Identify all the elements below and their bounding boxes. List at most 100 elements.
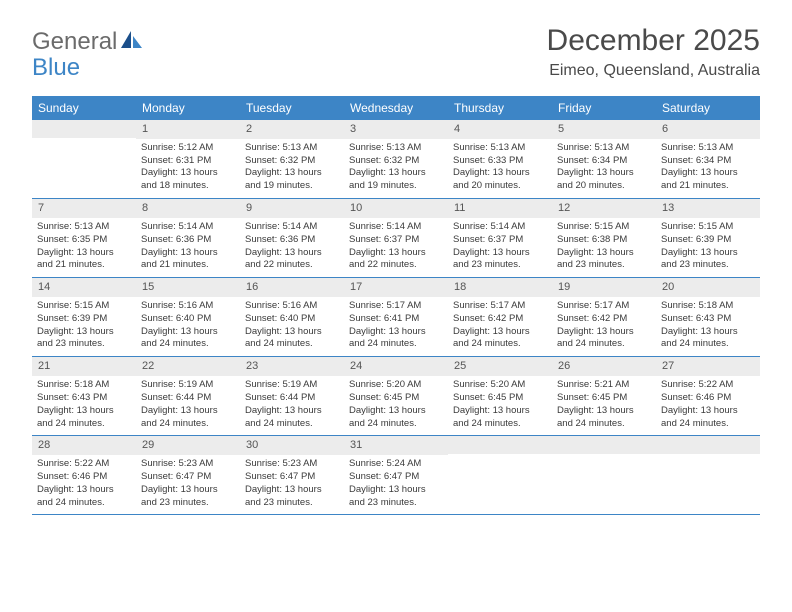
day-number: 20 [656,278,760,297]
week-row: 28Sunrise: 5:22 AMSunset: 6:46 PMDayligh… [32,436,760,515]
day-number: 17 [344,278,448,297]
sunrise-text: Sunrise: 5:19 AM [141,379,235,392]
location: Eimeo, Queensland, Australia [547,62,760,80]
logo-text-general: General [32,28,117,56]
day-content: Sunrise: 5:23 AMSunset: 6:47 PMDaylight:… [240,455,344,514]
sunset-text: Sunset: 6:31 PM [141,155,235,168]
day-number: 12 [552,199,656,218]
day-number: 30 [240,436,344,455]
day-number: 14 [32,278,136,297]
sunset-text: Sunset: 6:45 PM [349,392,443,405]
day-cell: 2Sunrise: 5:13 AMSunset: 6:32 PMDaylight… [240,120,344,198]
day-content: Sunrise: 5:24 AMSunset: 6:47 PMDaylight:… [344,455,448,514]
daylight-text: Daylight: 13 hours and 19 minutes. [349,167,443,193]
sunrise-text: Sunrise: 5:22 AM [661,379,755,392]
header: General December 2025 Eimeo, Queensland,… [32,24,760,80]
day-cell: 23Sunrise: 5:19 AMSunset: 6:44 PMDayligh… [240,357,344,435]
daylight-text: Daylight: 13 hours and 24 minutes. [37,484,131,510]
day-cell [448,436,552,514]
sunset-text: Sunset: 6:37 PM [453,234,547,247]
weeks-container: 1Sunrise: 5:12 AMSunset: 6:31 PMDaylight… [32,120,760,515]
day-cell: 30Sunrise: 5:23 AMSunset: 6:47 PMDayligh… [240,436,344,514]
day-content: Sunrise: 5:23 AMSunset: 6:47 PMDaylight:… [136,455,240,514]
day-number: 26 [552,357,656,376]
sunset-text: Sunset: 6:43 PM [661,313,755,326]
day-cell: 5Sunrise: 5:13 AMSunset: 6:34 PMDaylight… [552,120,656,198]
sunset-text: Sunset: 6:32 PM [245,155,339,168]
sunset-text: Sunset: 6:46 PM [37,471,131,484]
day-cell: 14Sunrise: 5:15 AMSunset: 6:39 PMDayligh… [32,278,136,356]
sunset-text: Sunset: 6:34 PM [557,155,651,168]
day-content: Sunrise: 5:14 AMSunset: 6:36 PMDaylight:… [240,218,344,277]
day-cell: 9Sunrise: 5:14 AMSunset: 6:36 PMDaylight… [240,199,344,277]
day-number: 23 [240,357,344,376]
day-number: 18 [448,278,552,297]
logo: General [32,28,145,56]
weekday-thursday: Thursday [448,96,552,120]
day-content: Sunrise: 5:19 AMSunset: 6:44 PMDaylight:… [240,376,344,435]
daylight-text: Daylight: 13 hours and 24 minutes. [453,405,547,431]
day-content: Sunrise: 5:16 AMSunset: 6:40 PMDaylight:… [240,297,344,356]
day-content: Sunrise: 5:18 AMSunset: 6:43 PMDaylight:… [32,376,136,435]
daylight-text: Daylight: 13 hours and 23 minutes. [661,247,755,273]
day-number: 31 [344,436,448,455]
day-number: 6 [656,120,760,139]
logo-blue-row: Blue [32,54,80,82]
sunset-text: Sunset: 6:47 PM [349,471,443,484]
day-number: 11 [448,199,552,218]
day-cell: 4Sunrise: 5:13 AMSunset: 6:33 PMDaylight… [448,120,552,198]
day-number: 5 [552,120,656,139]
weekday-monday: Monday [136,96,240,120]
daylight-text: Daylight: 13 hours and 24 minutes. [661,326,755,352]
day-number: 13 [656,199,760,218]
sunrise-text: Sunrise: 5:13 AM [349,142,443,155]
daylight-text: Daylight: 13 hours and 21 minutes. [141,247,235,273]
day-content: Sunrise: 5:13 AMSunset: 6:34 PMDaylight:… [656,139,760,198]
daylight-text: Daylight: 13 hours and 23 minutes. [453,247,547,273]
sunrise-text: Sunrise: 5:13 AM [661,142,755,155]
sunset-text: Sunset: 6:36 PM [141,234,235,247]
sunset-text: Sunset: 6:37 PM [349,234,443,247]
sunset-text: Sunset: 6:46 PM [661,392,755,405]
sunrise-text: Sunrise: 5:14 AM [349,221,443,234]
day-content: Sunrise: 5:17 AMSunset: 6:42 PMDaylight:… [448,297,552,356]
day-cell: 20Sunrise: 5:18 AMSunset: 6:43 PMDayligh… [656,278,760,356]
day-number-empty [552,436,656,454]
sunset-text: Sunset: 6:47 PM [245,471,339,484]
daylight-text: Daylight: 13 hours and 21 minutes. [37,247,131,273]
sunset-text: Sunset: 6:45 PM [453,392,547,405]
day-cell [552,436,656,514]
day-number: 4 [448,120,552,139]
logo-text-blue: Blue [32,54,80,81]
day-number: 2 [240,120,344,139]
day-number: 15 [136,278,240,297]
sunrise-text: Sunrise: 5:17 AM [453,300,547,313]
page: General December 2025 Eimeo, Queensland,… [0,0,792,539]
sunset-text: Sunset: 6:43 PM [37,392,131,405]
day-cell: 7Sunrise: 5:13 AMSunset: 6:35 PMDaylight… [32,199,136,277]
sunrise-text: Sunrise: 5:23 AM [141,458,235,471]
day-cell: 18Sunrise: 5:17 AMSunset: 6:42 PMDayligh… [448,278,552,356]
daylight-text: Daylight: 13 hours and 22 minutes. [245,247,339,273]
sunrise-text: Sunrise: 5:15 AM [661,221,755,234]
week-row: 21Sunrise: 5:18 AMSunset: 6:43 PMDayligh… [32,357,760,436]
day-number: 28 [32,436,136,455]
week-row: 1Sunrise: 5:12 AMSunset: 6:31 PMDaylight… [32,120,760,199]
day-content: Sunrise: 5:16 AMSunset: 6:40 PMDaylight:… [136,297,240,356]
weekday-saturday: Saturday [656,96,760,120]
day-cell: 6Sunrise: 5:13 AMSunset: 6:34 PMDaylight… [656,120,760,198]
day-cell: 1Sunrise: 5:12 AMSunset: 6:31 PMDaylight… [136,120,240,198]
sunset-text: Sunset: 6:36 PM [245,234,339,247]
day-number-empty [448,436,552,454]
day-cell: 15Sunrise: 5:16 AMSunset: 6:40 PMDayligh… [136,278,240,356]
sunrise-text: Sunrise: 5:14 AM [141,221,235,234]
daylight-text: Daylight: 13 hours and 24 minutes. [37,405,131,431]
day-cell: 25Sunrise: 5:20 AMSunset: 6:45 PMDayligh… [448,357,552,435]
sunset-text: Sunset: 6:42 PM [453,313,547,326]
day-cell: 26Sunrise: 5:21 AMSunset: 6:45 PMDayligh… [552,357,656,435]
sunset-text: Sunset: 6:47 PM [141,471,235,484]
day-cell: 12Sunrise: 5:15 AMSunset: 6:38 PMDayligh… [552,199,656,277]
sunset-text: Sunset: 6:39 PM [37,313,131,326]
sunrise-text: Sunrise: 5:20 AM [349,379,443,392]
sunrise-text: Sunrise: 5:19 AM [245,379,339,392]
